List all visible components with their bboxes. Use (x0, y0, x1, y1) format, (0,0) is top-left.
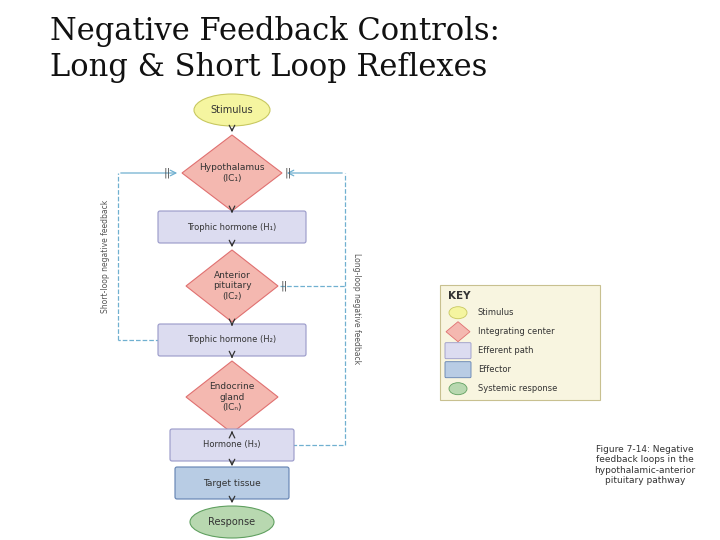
Polygon shape (182, 135, 282, 211)
Polygon shape (446, 322, 470, 342)
Text: ||: || (285, 168, 292, 178)
Text: Efferent path: Efferent path (478, 346, 534, 355)
Text: Endocrine
gland
(ICₙ): Endocrine gland (ICₙ) (210, 382, 255, 412)
FancyBboxPatch shape (158, 211, 306, 243)
FancyBboxPatch shape (175, 467, 289, 499)
Text: Trophic hormone (H₁): Trophic hormone (H₁) (187, 222, 276, 232)
Text: Effector: Effector (478, 365, 511, 374)
FancyBboxPatch shape (445, 362, 471, 377)
Text: Systemic response: Systemic response (478, 384, 557, 393)
Text: Target tissue: Target tissue (203, 478, 261, 488)
Polygon shape (186, 361, 278, 433)
FancyBboxPatch shape (440, 285, 600, 400)
Text: Short-loop negative feedback: Short-loop negative feedback (102, 200, 110, 313)
Text: ||: || (164, 168, 171, 178)
Text: Trophic hormone (H₂): Trophic hormone (H₂) (187, 335, 276, 345)
Text: ||: || (281, 281, 288, 291)
FancyBboxPatch shape (445, 343, 471, 359)
Ellipse shape (449, 307, 467, 319)
Text: Stimulus: Stimulus (478, 308, 515, 317)
FancyBboxPatch shape (158, 324, 306, 356)
Text: Long-loop negative feedback: Long-loop negative feedback (353, 253, 361, 364)
Text: Anterior
pituitary
(IC₂): Anterior pituitary (IC₂) (212, 271, 251, 301)
Text: Hypothalamus
(IC₁): Hypothalamus (IC₁) (199, 163, 265, 183)
Ellipse shape (194, 94, 270, 126)
Text: KEY: KEY (448, 291, 470, 301)
Text: Negative Feedback Controls:
Long & Short Loop Reflexes: Negative Feedback Controls: Long & Short… (50, 16, 500, 83)
Text: Stimulus: Stimulus (211, 105, 253, 115)
Ellipse shape (449, 383, 467, 395)
Text: Figure 7-14: Negative
feedback loops in the
hypothalamic-anterior
pituitary path: Figure 7-14: Negative feedback loops in … (595, 445, 696, 485)
FancyBboxPatch shape (170, 429, 294, 461)
Polygon shape (186, 250, 278, 322)
Text: Hormone (H₃): Hormone (H₃) (203, 441, 261, 449)
Ellipse shape (190, 506, 274, 538)
Text: Integrating center: Integrating center (478, 327, 554, 336)
Text: Response: Response (208, 517, 256, 527)
